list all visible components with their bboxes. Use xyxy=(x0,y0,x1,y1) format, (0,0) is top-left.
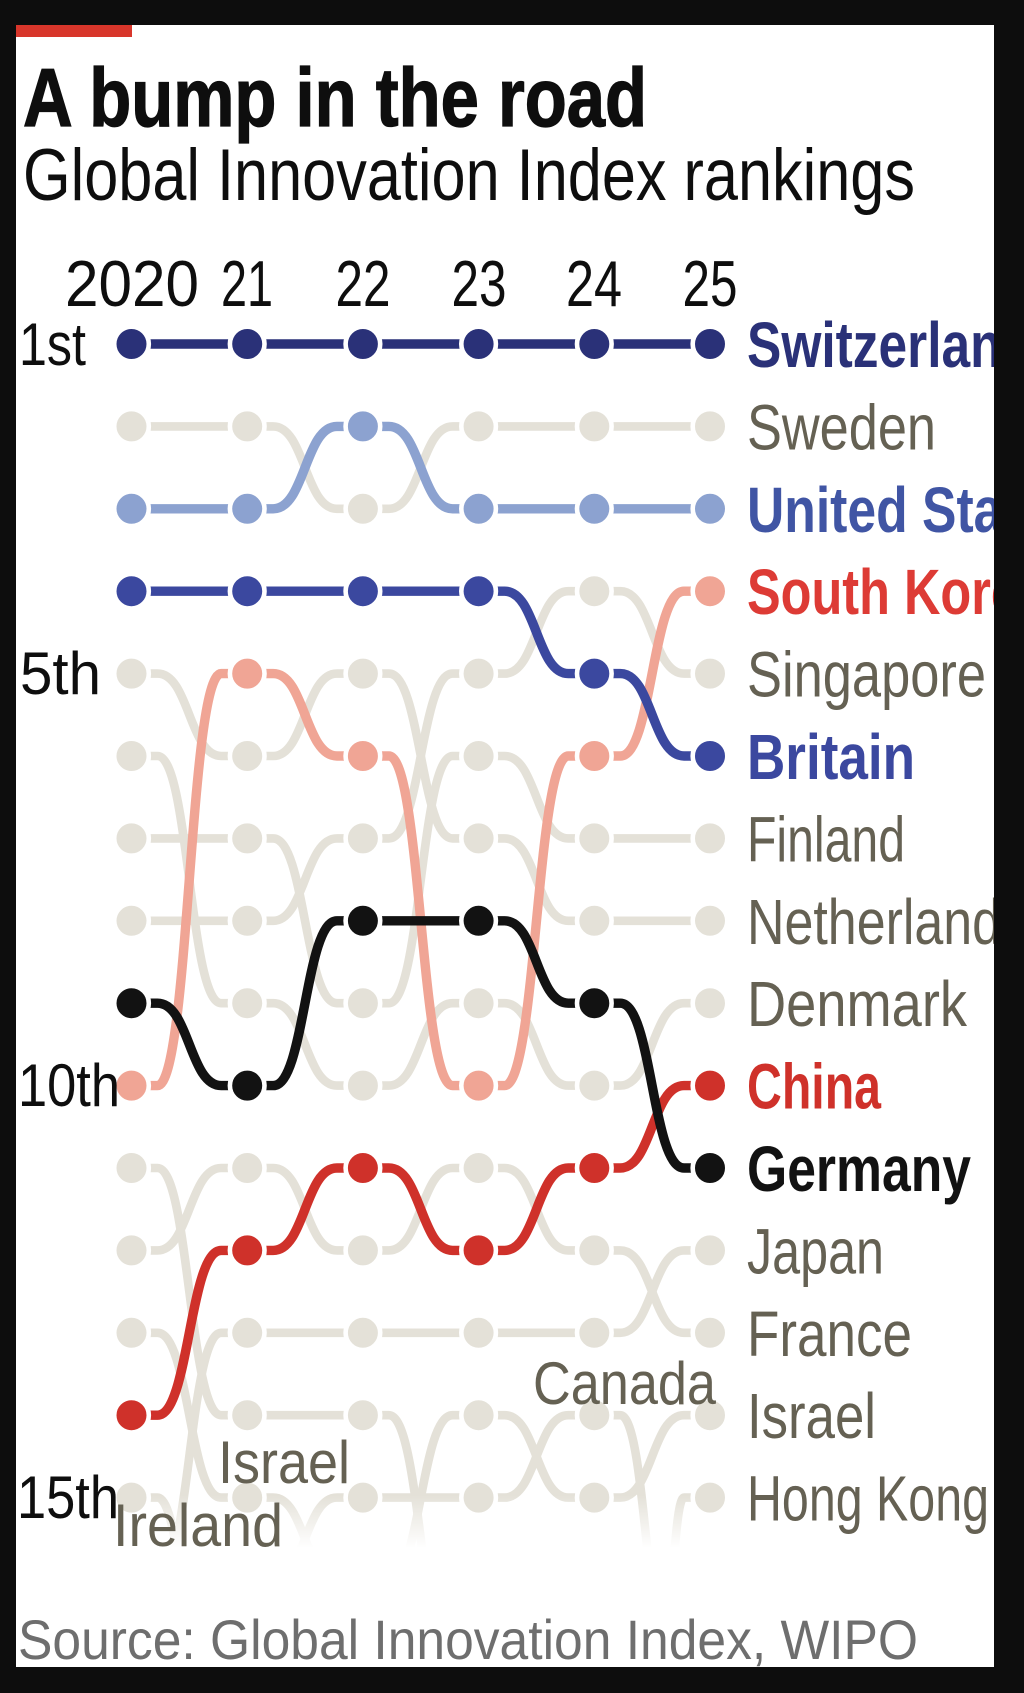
svg-text:South Korea: South Korea xyxy=(747,556,1024,628)
svg-text:Canada: Canada xyxy=(533,1350,717,1417)
svg-text:Germany: Germany xyxy=(747,1133,971,1205)
svg-text:10th: 10th xyxy=(18,1052,120,1119)
svg-text:Israel: Israel xyxy=(218,1429,350,1496)
svg-text:United States: United States xyxy=(747,474,1024,546)
svg-text:23: 23 xyxy=(452,247,507,320)
svg-text:22: 22 xyxy=(336,247,391,320)
svg-text:1st: 1st xyxy=(19,311,86,378)
svg-text:China: China xyxy=(747,1051,881,1123)
svg-text:Britain: Britain xyxy=(747,721,915,793)
svg-text:Singapore: Singapore xyxy=(747,639,986,711)
svg-text:25: 25 xyxy=(683,247,738,320)
svg-text:A bump in the road: A bump in the road xyxy=(23,51,647,144)
svg-text:Hong Kong: Hong Kong xyxy=(747,1463,989,1535)
svg-text:Sweden: Sweden xyxy=(747,391,936,463)
svg-text:Netherlands: Netherlands xyxy=(747,886,1024,958)
svg-text:21: 21 xyxy=(221,247,273,320)
svg-text:Ireland: Ireland xyxy=(113,1492,283,1559)
svg-text:Finland: Finland xyxy=(747,803,905,875)
svg-text:2020: 2020 xyxy=(65,247,199,320)
svg-text:Israel: Israel xyxy=(747,1380,876,1452)
svg-text:5th: 5th xyxy=(20,640,101,707)
svg-text:France: France xyxy=(747,1298,912,1370)
svg-text:15th: 15th xyxy=(17,1464,119,1531)
svg-text:Source: Global Innovation Inde: Source: Global Innovation Index, WIPO xyxy=(18,1608,918,1671)
svg-text:Global Innovation Index rankin: Global Innovation Index rankings xyxy=(23,135,915,216)
svg-text:Switzerland: Switzerland xyxy=(747,309,1024,381)
svg-text:Japan: Japan xyxy=(747,1215,884,1287)
svg-text:Denmark: Denmark xyxy=(747,968,968,1040)
svg-text:24: 24 xyxy=(566,247,622,320)
